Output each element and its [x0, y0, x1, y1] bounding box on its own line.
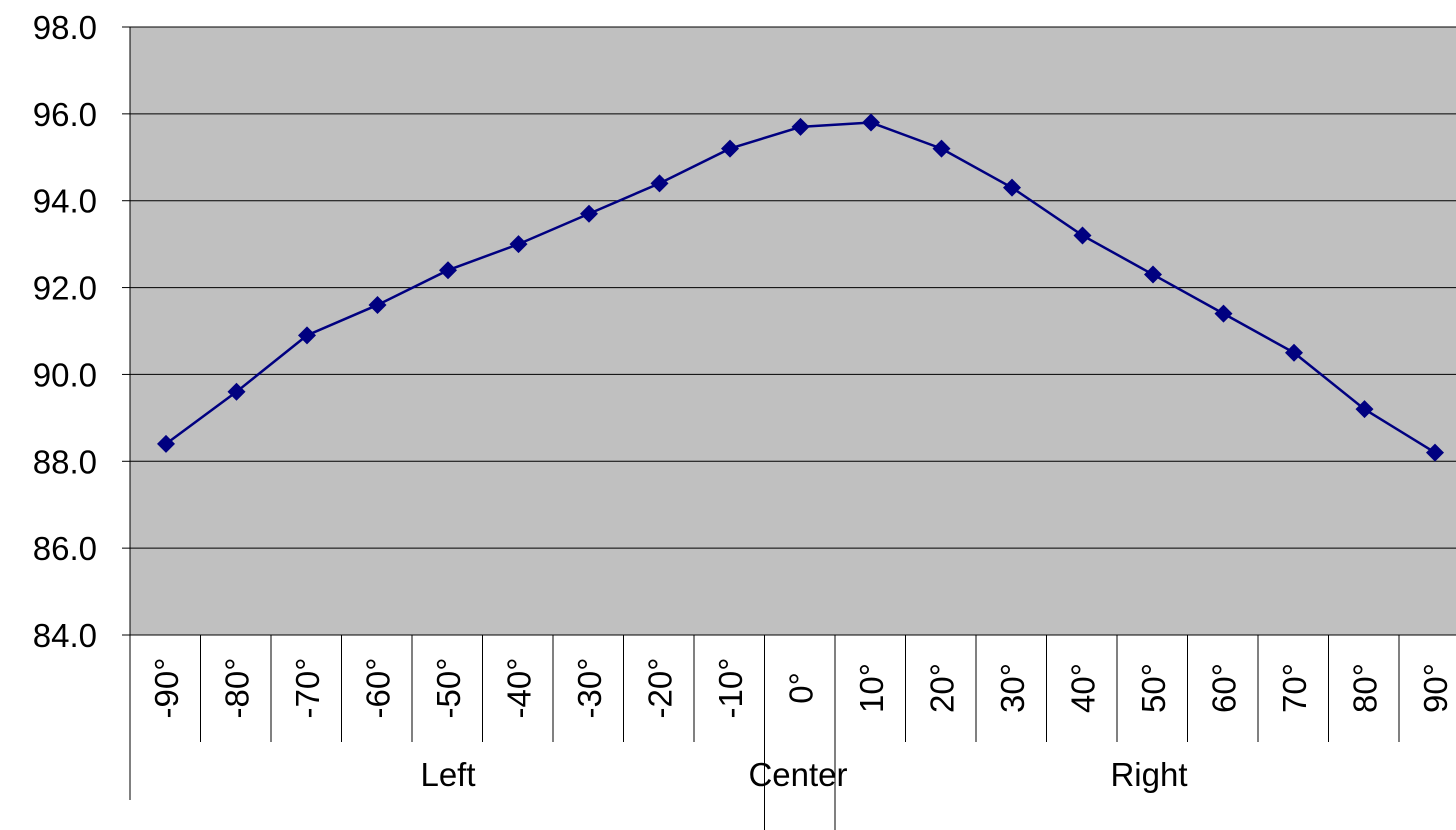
data-point: [1073, 226, 1092, 245]
data-point: [1285, 343, 1303, 362]
x-tick-label: 30°: [994, 663, 1031, 713]
data-point: [791, 117, 810, 136]
x-axis: -90° -80° -70° -60° -50° -40° -30° -20° -10° 0° 10…: [129, 27, 1456, 830]
data-point: [439, 261, 457, 280]
y-tick-label: 98.0: [33, 9, 97, 46]
series: [157, 113, 1444, 462]
x-tick-label: 80°: [1347, 663, 1384, 713]
data-point: [1003, 178, 1021, 197]
x-tick-label: 40°: [1065, 663, 1102, 713]
data-point: [509, 235, 528, 254]
x-tick-label: 0°: [783, 672, 820, 704]
group-label-right: Right: [1110, 756, 1187, 793]
y-tick-label: 84.0: [33, 617, 97, 654]
data-point: [932, 139, 951, 158]
gridlines: [130, 26, 1456, 549]
x-tick-label: 50°: [1135, 663, 1172, 713]
data-point: [157, 434, 175, 453]
y-tick-label: 86.0: [33, 530, 97, 567]
x-tick-label: 60°: [1206, 663, 1243, 713]
y-tick-label: 96.0: [33, 96, 97, 133]
y-tick-label: 88.0: [33, 443, 97, 480]
data-point: [1355, 400, 1374, 419]
x-tick-label: -20°: [642, 658, 679, 719]
group-label-left: Left: [420, 756, 475, 793]
y-axis: 84.0 86.0 88.0 90.0 92.0 94.0 96.0 98.0: [33, 9, 130, 654]
y-tick-label: 92.0: [33, 270, 97, 307]
data-point: [1144, 265, 1162, 284]
x-tick-label: -80°: [219, 658, 256, 719]
data-point: [298, 326, 316, 345]
x-tick-label: -60°: [360, 658, 397, 719]
x-tick-label: 10°: [853, 663, 890, 713]
x-tick-label: -70°: [289, 658, 326, 719]
data-point: [650, 174, 669, 193]
x-tick-label: 90°: [1417, 663, 1454, 713]
x-tick-label: -10°: [712, 658, 749, 719]
data-point: [1426, 443, 1444, 462]
x-tick-label: -90°: [148, 658, 185, 719]
x-tick-label: -30°: [571, 658, 608, 719]
x-tick-label: -40°: [501, 658, 538, 719]
y-tick-label: 94.0: [33, 183, 97, 220]
data-point: [227, 382, 246, 401]
x-tick-label: 20°: [924, 663, 961, 713]
group-label-center: Center: [748, 756, 847, 793]
x-tick-label: -50°: [430, 658, 467, 719]
x-tick-label: 70°: [1276, 663, 1313, 713]
data-point: [368, 295, 387, 314]
data-point: [580, 204, 598, 223]
data-point: [721, 139, 739, 158]
data-point: [862, 113, 880, 132]
y-tick-label: 90.0: [33, 356, 97, 393]
data-point: [1214, 304, 1233, 323]
